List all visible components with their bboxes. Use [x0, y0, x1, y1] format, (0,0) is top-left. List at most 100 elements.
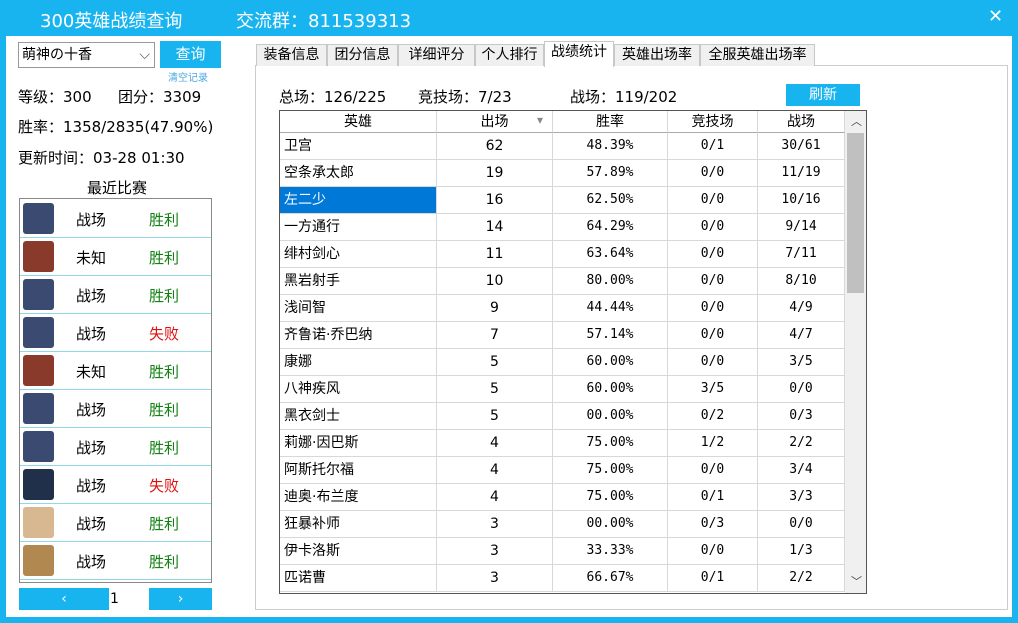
- match-row[interactable]: 战场 失败: [20, 314, 211, 352]
- table-cell[interactable]: 3/3: [758, 484, 845, 511]
- table-cell[interactable]: 4: [437, 484, 553, 511]
- table-cell[interactable]: 0/0: [668, 160, 758, 187]
- table-cell[interactable]: 11/19: [758, 160, 845, 187]
- table-cell[interactable]: 0/0: [668, 268, 758, 295]
- table-cell[interactable]: 44.44%: [553, 295, 668, 322]
- hero-name[interactable]: 左二少: [280, 187, 437, 214]
- table-cell[interactable]: 0/1: [668, 565, 758, 592]
- match-row[interactable]: 战场 胜利: [20, 542, 211, 580]
- tab[interactable]: 详细评分: [398, 44, 475, 66]
- table-cell[interactable]: 60.00%: [553, 376, 668, 403]
- table-cell[interactable]: 7/11: [758, 241, 845, 268]
- hero-name[interactable]: 浅间智: [280, 295, 437, 322]
- hero-name[interactable]: 匹诺曹: [280, 565, 437, 592]
- match-row[interactable]: 未知 胜利: [20, 238, 211, 276]
- column-header[interactable]: 胜率: [553, 111, 668, 133]
- match-row[interactable]: 战场 胜利: [20, 504, 211, 542]
- table-cell[interactable]: 64.29%: [553, 214, 668, 241]
- table-cell[interactable]: 75.00%: [553, 457, 668, 484]
- table-cell[interactable]: 3/5: [758, 349, 845, 376]
- table-cell[interactable]: 14: [437, 214, 553, 241]
- hero-name[interactable]: 莉娜·因巴斯: [280, 430, 437, 457]
- match-row[interactable]: 战场 胜利: [20, 200, 211, 238]
- table-cell[interactable]: 60.00%: [553, 349, 668, 376]
- table-cell[interactable]: 5: [437, 376, 553, 403]
- clear-history[interactable]: 清空记录: [168, 73, 208, 84]
- table-cell[interactable]: 3/4: [758, 457, 845, 484]
- column-header[interactable]: 出场: [437, 111, 553, 133]
- match-row[interactable]: 战场 胜利: [20, 390, 211, 428]
- close-button[interactable]: ✕: [988, 6, 1004, 27]
- table-cell[interactable]: 0/0: [668, 241, 758, 268]
- table-cell[interactable]: 4/7: [758, 322, 845, 349]
- table-cell[interactable]: 0/0: [668, 538, 758, 565]
- table-cell[interactable]: 62.50%: [553, 187, 668, 214]
- hero-name[interactable]: 黑衣剑士: [280, 403, 437, 430]
- table-cell[interactable]: 63.64%: [553, 241, 668, 268]
- scroll-down[interactable]: ﹀: [851, 575, 862, 588]
- hero-name[interactable]: 阿斯托尔福: [280, 457, 437, 484]
- table-cell[interactable]: 3: [437, 538, 553, 565]
- scroll-up[interactable]: ︿: [851, 115, 862, 128]
- table-cell[interactable]: 11: [437, 241, 553, 268]
- match-row[interactable]: 战场 胜利: [20, 276, 211, 314]
- table-cell[interactable]: 00.00%: [553, 403, 668, 430]
- table-cell[interactable]: 9: [437, 295, 553, 322]
- table-cell[interactable]: 1/3: [758, 538, 845, 565]
- table-cell[interactable]: 0/1: [668, 133, 758, 160]
- table-cell[interactable]: 3/5: [668, 376, 758, 403]
- table-cell[interactable]: 80.00%: [553, 268, 668, 295]
- table-cell[interactable]: 0/3: [668, 511, 758, 538]
- match-row[interactable]: 未知 胜利: [20, 352, 211, 390]
- table-cell[interactable]: 0/3: [758, 403, 845, 430]
- table-cell[interactable]: 5: [437, 349, 553, 376]
- table-cell[interactable]: 0/0: [668, 322, 758, 349]
- table-cell[interactable]: 1/2: [668, 430, 758, 457]
- table-cell[interactable]: 62: [437, 133, 553, 160]
- match-row[interactable]: 战场 胜利: [20, 428, 211, 466]
- tab[interactable]: 个人排行: [475, 44, 544, 66]
- table-cell[interactable]: 0/2: [668, 403, 758, 430]
- table-cell[interactable]: 0/0: [668, 457, 758, 484]
- table-cell[interactable]: 0/0: [758, 511, 845, 538]
- scroll-thumb[interactable]: [847, 133, 864, 293]
- table-cell[interactable]: 2/2: [758, 565, 845, 592]
- table-cell[interactable]: 57.89%: [553, 160, 668, 187]
- tab[interactable]: 英雄出场率: [614, 44, 700, 66]
- table-cell[interactable]: 0/0: [668, 349, 758, 376]
- hero-name[interactable]: 一方通行: [280, 214, 437, 241]
- scrollbar[interactable]: ︿ ﹀: [845, 111, 866, 593]
- hero-name[interactable]: 空条承太郎: [280, 160, 437, 187]
- hero-name[interactable]: 八神疾风: [280, 376, 437, 403]
- player-select[interactable]: 萌神の十香 ⌵: [18, 42, 155, 68]
- table-cell[interactable]: 10/16: [758, 187, 845, 214]
- table-cell[interactable]: 4: [437, 430, 553, 457]
- tab[interactable]: 团分信息: [327, 44, 398, 66]
- table-cell[interactable]: 57.14%: [553, 322, 668, 349]
- hero-name[interactable]: 黑岩射手: [280, 268, 437, 295]
- table-cell[interactable]: 00.00%: [553, 511, 668, 538]
- table-cell[interactable]: 7: [437, 322, 553, 349]
- table-cell[interactable]: 0/0: [668, 187, 758, 214]
- tab[interactable]: 全服英雄出场率: [700, 44, 815, 66]
- hero-name[interactable]: 卫宫: [280, 133, 437, 160]
- hero-name[interactable]: 狂暴补师: [280, 511, 437, 538]
- column-header[interactable]: 竞技场: [668, 111, 758, 133]
- match-row[interactable]: 战场 失败: [20, 466, 211, 504]
- hero-name[interactable]: 齐鲁诺·乔巴纳: [280, 322, 437, 349]
- table-cell[interactable]: 66.67%: [553, 565, 668, 592]
- table-cell[interactable]: 9/14: [758, 214, 845, 241]
- table-cell[interactable]: 48.39%: [553, 133, 668, 160]
- table-cell[interactable]: 33.33%: [553, 538, 668, 565]
- table-cell[interactable]: 5: [437, 403, 553, 430]
- table-cell[interactable]: 4: [437, 457, 553, 484]
- table-cell[interactable]: 3: [437, 511, 553, 538]
- table-cell[interactable]: 0/1: [668, 484, 758, 511]
- tab[interactable]: 战绩统计: [544, 41, 614, 67]
- hero-name[interactable]: 迪奥·布兰度: [280, 484, 437, 511]
- table-cell[interactable]: 3: [437, 565, 553, 592]
- table-cell[interactable]: 75.00%: [553, 430, 668, 457]
- table-cell[interactable]: 0/0: [758, 376, 845, 403]
- table-cell[interactable]: 75.00%: [553, 484, 668, 511]
- column-header[interactable]: 英雄: [280, 111, 437, 133]
